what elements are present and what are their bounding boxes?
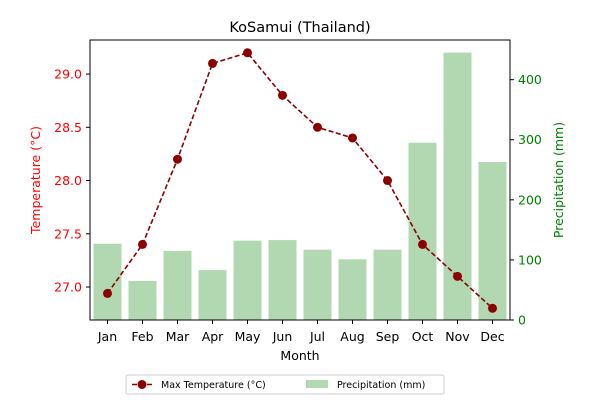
- legend-entry-precipitation: Precipitation (mm): [337, 380, 425, 391]
- precipitation-bar-feb: [128, 280, 157, 320]
- right-tick-label: 100: [518, 252, 542, 267]
- x-tick-label: Jul: [309, 329, 325, 344]
- temperature-point-oct: [418, 239, 427, 249]
- x-tick-label: Apr: [202, 329, 224, 344]
- legend: Max Temperature (°C) Precipitation (mm): [125, 374, 445, 395]
- temperature-point-jul: [313, 122, 322, 132]
- right-tick-label: 0: [518, 313, 526, 328]
- right-tick-label: 300: [518, 132, 542, 147]
- legend-bar-swatch: [306, 380, 328, 388]
- right-tick-label: 200: [518, 192, 542, 207]
- precipitation-bar-may: [233, 240, 262, 320]
- left-axis-label: Temperature (°C): [28, 126, 43, 235]
- x-axis-ticks: Jan Feb Mar Apr May Jun Jul Aug Sep Oct Nov Dec: [97, 320, 505, 344]
- legend-box: [125, 374, 445, 395]
- temperature-point-jun: [278, 90, 287, 100]
- left-tick-label: 28.5: [54, 120, 82, 135]
- x-tick-label: Feb: [131, 329, 153, 344]
- precipitation-bar-dec: [478, 161, 507, 320]
- temperature-point-apr: [208, 58, 217, 68]
- left-tick-label: 29.0: [54, 67, 82, 82]
- x-tick-label: Mar: [166, 329, 190, 344]
- precipitation-bar-jun: [268, 240, 297, 320]
- plot-frame: [89, 39, 511, 321]
- right-tick-label: 400: [518, 72, 542, 87]
- x-tick-label: Oct: [412, 329, 434, 344]
- x-tick-label: Jan: [97, 329, 117, 344]
- left-tick-label: 28.0: [54, 173, 82, 188]
- right-axis-label: Precipitation (mm): [551, 122, 566, 238]
- temperature-point-may: [243, 48, 252, 58]
- precipitation-bar-sep: [373, 249, 402, 320]
- temperature-point-sep: [383, 176, 392, 186]
- x-tick-label: Nov: [445, 329, 470, 344]
- x-tick-label: Aug: [340, 329, 364, 344]
- precipitation-bar-jan: [93, 243, 122, 320]
- temperature-line: [106, 51, 494, 309]
- temperature-point-mar: [173, 154, 182, 164]
- precipitation-bar-apr: [198, 270, 227, 320]
- precipitation-bar-aug: [338, 259, 367, 320]
- temperature-point-feb: [138, 239, 147, 249]
- x-tick-label: Sep: [376, 329, 400, 344]
- precipitation-bars: [93, 52, 507, 320]
- temperature-point-aug: [348, 133, 357, 143]
- temperature-points: [103, 48, 497, 313]
- chart-title: KoSamui (Thailand): [229, 20, 370, 36]
- temperature-point-dec: [488, 303, 497, 313]
- x-tick-label: May: [235, 329, 261, 344]
- precipitation-bar-mar: [163, 250, 192, 320]
- temperature-line-layer: [106, 51, 494, 309]
- legend-entry-temperature: Max Temperature (°C): [161, 380, 266, 391]
- left-tick-label: 27.5: [54, 226, 82, 241]
- left-axis-ticks: 27.0 27.5 28.0 28.5 29.0: [54, 67, 90, 294]
- temperature-point-jan: [103, 288, 112, 298]
- temperature-point-nov: [453, 271, 462, 281]
- legend-marker-swatch: [137, 380, 147, 389]
- precipitation-bar-jul: [303, 249, 332, 320]
- right-axis-ticks: 0 100 200 300 400: [510, 72, 542, 328]
- x-tick-label: Dec: [480, 329, 504, 344]
- x-tick-label: Jun: [272, 329, 293, 344]
- precipitation-bar-oct: [408, 142, 437, 320]
- left-tick-label: 27.0: [54, 279, 82, 294]
- x-axis-label: Month: [280, 348, 319, 363]
